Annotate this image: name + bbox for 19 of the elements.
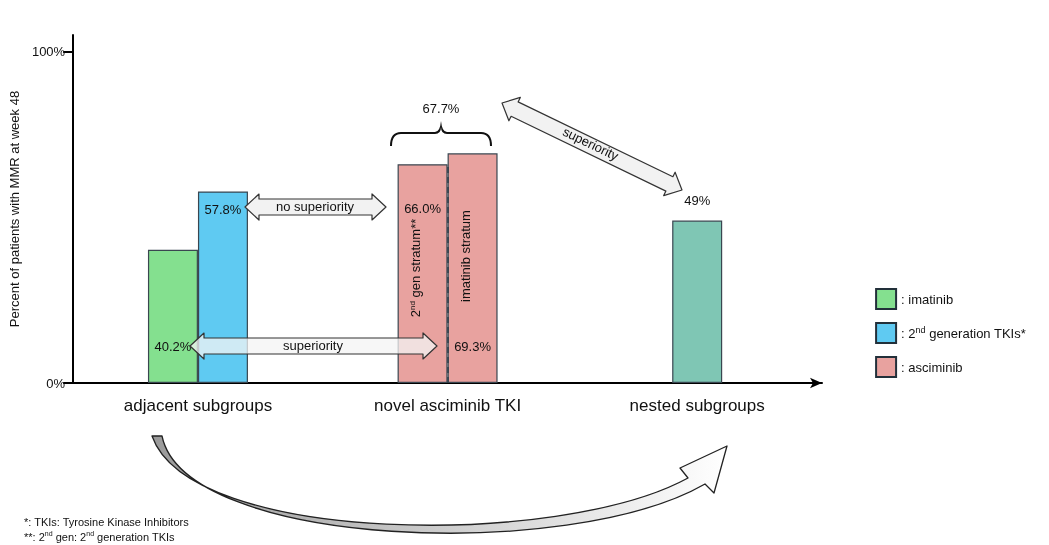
y-axis-title: Percent of patients with MMR at week 48	[7, 90, 22, 328]
annotation: imatinib stratum	[458, 210, 474, 302]
legend-label: : asciminib	[901, 359, 963, 375]
text: **: 2$^{nd}$ gen: 2$^{nd}$ generation TKIs	[24, 530, 176, 543]
text: *: TKIs: Tyrosine Kinase Inhibitors	[24, 515, 190, 528]
x-tick-label: novel asciminib TKI	[374, 396, 522, 415]
annotation: superiority	[283, 338, 344, 354]
legend-label: : imatinib	[901, 291, 954, 307]
data-label: 66.0%	[404, 201, 442, 217]
y-tick-label: 0%	[46, 375, 66, 391]
data-label: 49%	[684, 192, 711, 208]
y-tick-label: 100%	[31, 44, 66, 60]
data-label: 57.8%	[204, 202, 242, 218]
annotation: 67.7%	[422, 101, 460, 117]
data-label: 40.2%	[154, 339, 192, 354]
data-label: 69.3%	[454, 339, 492, 354]
annotation: no superiority	[275, 199, 355, 215]
x-tick-label: adjacent subgroups	[123, 396, 273, 415]
x-tick-label: nested subgroups	[629, 396, 765, 415]
